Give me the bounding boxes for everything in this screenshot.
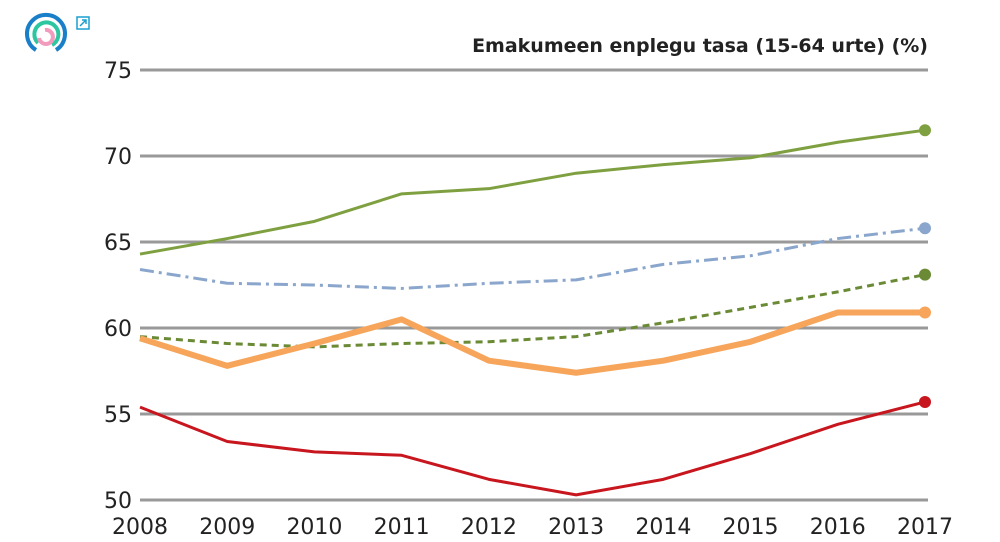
external-link-icon[interactable] xyxy=(76,16,90,30)
series-line-3 xyxy=(139,309,925,376)
x-tick-label: 2011 xyxy=(374,515,430,540)
series-line-4 xyxy=(139,400,926,497)
y-tick-label: 50 xyxy=(104,489,132,514)
x-tick-label: 2009 xyxy=(199,515,255,540)
x-tick-label: 2017 xyxy=(897,515,953,540)
y-tick-label: 60 xyxy=(104,317,132,342)
y-tick-label: 55 xyxy=(104,403,132,428)
series-end-point[interactable] xyxy=(919,268,931,281)
y-tick-label: 75 xyxy=(104,59,132,84)
series-line-0 xyxy=(139,128,926,256)
y-tick-label: 70 xyxy=(104,145,132,170)
series-end-point[interactable] xyxy=(919,306,931,319)
logo xyxy=(25,12,67,52)
x-tick-label: 2013 xyxy=(548,515,604,540)
x-tick-label: 2012 xyxy=(461,515,517,540)
y-tick-label: 65 xyxy=(104,231,132,256)
x-tick-label: 2008 xyxy=(112,515,168,540)
x-tick-label: 2015 xyxy=(723,515,779,540)
chart-title: Emakumeen enplegu tasa (15-64 urte) (%) xyxy=(472,35,928,57)
series-line-2 xyxy=(139,273,926,349)
series-end-point[interactable] xyxy=(919,222,931,235)
series-end-point[interactable] xyxy=(919,395,931,408)
x-tick-label: 2010 xyxy=(286,515,342,540)
x-tick-label: 2016 xyxy=(810,515,866,540)
x-tick-label: 2014 xyxy=(635,515,691,540)
series-line-1 xyxy=(139,226,926,290)
series-end-point[interactable] xyxy=(919,124,931,137)
